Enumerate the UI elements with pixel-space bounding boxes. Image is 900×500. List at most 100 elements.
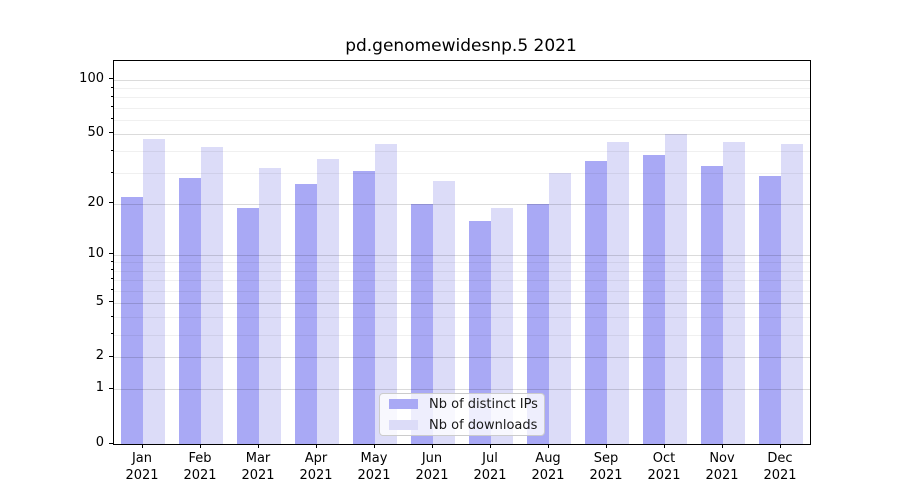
x-tick-mark bbox=[606, 444, 607, 448]
gridline-major bbox=[114, 254, 810, 256]
y-minor-tick-mark bbox=[111, 278, 113, 280]
gridline-minor bbox=[114, 88, 810, 90]
x-tick-label-jan: Jan 2021 bbox=[125, 451, 159, 483]
x-tick-label-oct: Oct 2021 bbox=[647, 451, 681, 483]
y-minor-tick-mark bbox=[111, 171, 113, 173]
bar-downloads-nov bbox=[723, 142, 745, 444]
gridline-minor bbox=[114, 334, 810, 336]
x-tick-mark bbox=[200, 444, 201, 448]
x-tick-mark bbox=[374, 444, 375, 448]
y-tick-label: 5 bbox=[95, 293, 104, 309]
x-tick-mark bbox=[722, 444, 723, 448]
gridline-major bbox=[114, 357, 810, 359]
x-tick-label-jun: Jun 2021 bbox=[415, 451, 449, 483]
gridline-minor bbox=[114, 173, 810, 175]
gridline-major bbox=[114, 302, 810, 304]
plot-area bbox=[113, 60, 811, 445]
legend-item-distinct-ips: Nb of distinct IPs bbox=[380, 397, 544, 412]
bar-distinct_ips-apr bbox=[295, 184, 317, 444]
bar-downloads-sep bbox=[607, 142, 629, 444]
y-tick-label: 2 bbox=[95, 348, 104, 364]
x-tick-mark bbox=[664, 444, 665, 448]
y-tick-label: 1 bbox=[95, 380, 104, 396]
y-tick-label: 20 bbox=[87, 194, 104, 210]
gridline-minor bbox=[114, 262, 810, 264]
x-tick-label-dec: Dec 2021 bbox=[763, 451, 797, 483]
y-minor-tick-mark bbox=[111, 289, 113, 291]
gridline-major bbox=[114, 133, 810, 135]
y-tick-mark bbox=[109, 78, 113, 80]
bar-downloads-dec bbox=[781, 143, 803, 444]
y-minor-tick-mark bbox=[111, 86, 113, 88]
x-tick-mark bbox=[780, 444, 781, 448]
bar-distinct_ips-aug bbox=[527, 203, 549, 444]
x-tick-label-nov: Nov 2021 bbox=[705, 451, 739, 483]
x-tick-label-feb: Feb 2021 bbox=[183, 451, 217, 483]
bar-downloads-may bbox=[375, 143, 397, 444]
y-tick-mark bbox=[109, 132, 113, 134]
chart-title: pd.genomewidesnp.5 2021 bbox=[345, 36, 577, 56]
y-minor-tick-mark bbox=[111, 106, 113, 108]
bar-distinct_ips-nov bbox=[701, 165, 723, 444]
gridline-major bbox=[114, 203, 810, 205]
bar-downloads-jun bbox=[433, 181, 455, 444]
x-tick-label-apr: Apr 2021 bbox=[299, 451, 333, 483]
x-tick-mark bbox=[258, 444, 259, 448]
legend-swatch-distinct-ips bbox=[389, 399, 418, 409]
legend-label: Nb of distinct IPs bbox=[429, 396, 538, 412]
y-tick-mark bbox=[109, 442, 113, 444]
y-tick-label: 0 bbox=[95, 435, 104, 450]
y-tick-mark bbox=[109, 253, 113, 255]
y-minor-tick-mark bbox=[111, 269, 113, 271]
x-tick-label-may: May 2021 bbox=[357, 451, 391, 483]
gridline-minor bbox=[114, 270, 810, 272]
gridline-minor bbox=[114, 317, 810, 319]
bar-distinct_ips-mar bbox=[237, 207, 259, 444]
y-tick-label: 100 bbox=[79, 70, 104, 86]
legend-item-downloads: Nb of downloads bbox=[380, 418, 544, 433]
gridline-minor bbox=[114, 107, 810, 109]
bar-distinct_ips-jun bbox=[411, 203, 433, 444]
legend: Nb of distinct IPs Nb of downloads bbox=[379, 393, 545, 436]
y-minor-tick-mark bbox=[111, 333, 113, 335]
bar-downloads-jul bbox=[491, 207, 513, 444]
bar-distinct_ips-sep bbox=[585, 161, 607, 444]
x-tick-label-jul: Jul 2021 bbox=[473, 451, 507, 483]
bar-downloads-jan bbox=[143, 138, 165, 444]
x-tick-mark bbox=[432, 444, 433, 448]
x-tick-label-mar: Mar 2021 bbox=[241, 451, 275, 483]
y-minor-tick-mark bbox=[111, 95, 113, 97]
x-tick-mark bbox=[490, 444, 491, 448]
bar-distinct_ips-feb bbox=[179, 178, 201, 444]
x-tick-label-aug: Aug 2021 bbox=[531, 451, 565, 483]
gridline-major bbox=[114, 80, 810, 81]
bar-downloads-aug bbox=[549, 173, 571, 444]
bar-distinct_ips-may bbox=[353, 170, 375, 444]
legend-label: Nb of downloads bbox=[429, 417, 538, 433]
y-tick-mark bbox=[109, 355, 113, 357]
x-tick-label-sep: Sep 2021 bbox=[589, 451, 623, 483]
bar-downloads-mar bbox=[259, 168, 281, 444]
gridline-minor bbox=[114, 280, 810, 281]
y-minor-tick-mark bbox=[111, 149, 113, 151]
y-minor-tick-mark bbox=[111, 118, 113, 120]
x-tick-mark bbox=[142, 444, 143, 448]
bar-distinct_ips-dec bbox=[759, 175, 781, 444]
gridline-major bbox=[114, 389, 810, 391]
bar-distinct_ips-oct bbox=[643, 155, 665, 444]
plot-inner bbox=[114, 61, 810, 444]
x-tick-mark bbox=[548, 444, 549, 448]
bar-distinct_ips-jul bbox=[469, 220, 491, 444]
y-tick-mark bbox=[109, 301, 113, 303]
y-tick-label: 10 bbox=[87, 245, 104, 261]
bar-downloads-oct bbox=[665, 133, 687, 444]
gridline-minor bbox=[114, 290, 810, 292]
bar-downloads-feb bbox=[201, 147, 223, 444]
bar-downloads-apr bbox=[317, 159, 339, 444]
y-tick-label: 50 bbox=[87, 124, 104, 140]
y-minor-tick-mark bbox=[111, 315, 113, 317]
y-minor-tick-mark bbox=[111, 260, 113, 262]
gridline-minor bbox=[114, 119, 810, 121]
y-tick-mark bbox=[109, 202, 113, 204]
